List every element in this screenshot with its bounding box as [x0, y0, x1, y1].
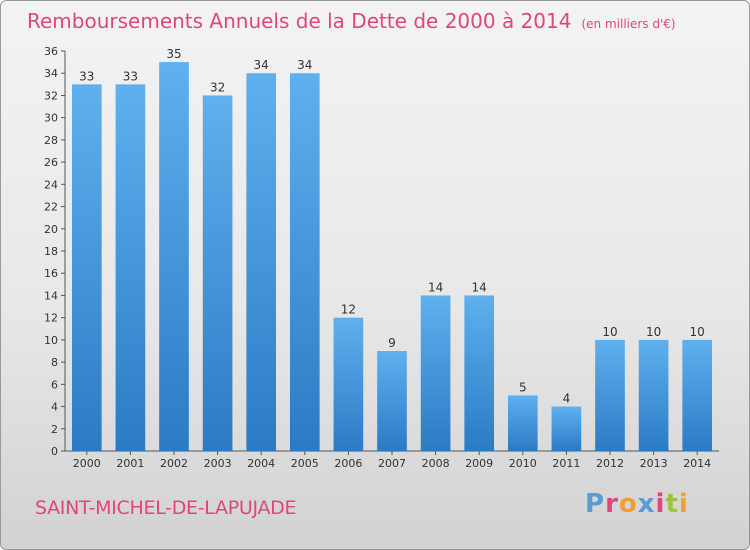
- y-tick-label: 8: [51, 356, 58, 369]
- bar-value-label: 32: [210, 80, 225, 94]
- y-tick-label: 12: [44, 312, 58, 325]
- y-tick-label: 22: [44, 201, 58, 214]
- x-tick-label: 2000: [73, 457, 101, 470]
- bar: [71, 84, 102, 451]
- bar-value-label: 5: [519, 380, 527, 394]
- y-tick-label: 28: [44, 134, 58, 147]
- chart-title-text: Remboursements Annuels de la Dette de 20…: [27, 9, 572, 33]
- chart-title: Remboursements Annuels de la Dette de 20…: [27, 9, 676, 33]
- logo-letter: i: [655, 489, 666, 519]
- chart-subtitle: (en milliers d'€): [581, 17, 676, 31]
- bar: [202, 95, 233, 451]
- y-tick-label: 34: [44, 67, 58, 80]
- logo-letter: P: [585, 489, 606, 519]
- logo-letter: o: [618, 489, 638, 519]
- x-tick-label: 2008: [422, 457, 450, 470]
- bar-value-label: 4: [563, 392, 571, 406]
- bar: [333, 317, 364, 451]
- data-labels: 33 33 35 32 34 34 12 9 14 14 5 4 10 10 10: [79, 47, 705, 405]
- bar: [115, 84, 146, 451]
- bar: [377, 351, 407, 451]
- x-tick-label: 2009: [465, 457, 493, 470]
- x-tick-label: 2001: [116, 457, 144, 470]
- logo-letter: x: [637, 489, 656, 519]
- logo-letter: t: [665, 489, 679, 519]
- y-tick-label: 14: [44, 289, 58, 302]
- y-tick-label: 30: [44, 112, 58, 125]
- x-tick-label: 2004: [247, 457, 275, 470]
- x-tick-label: 2003: [204, 457, 232, 470]
- x-tick-label: 2013: [640, 457, 668, 470]
- x-tick-label: 2007: [378, 457, 406, 470]
- y-tick-label: 26: [44, 156, 58, 169]
- bar-value-label: 34: [254, 58, 269, 72]
- y-tick-label: 24: [44, 178, 58, 191]
- bar-value-label: 10: [602, 325, 617, 339]
- bar-value-label: 12: [341, 303, 356, 317]
- logo-letter: i: [678, 489, 689, 519]
- bar-value-label: 34: [297, 58, 312, 72]
- bar-value-label: 14: [428, 280, 443, 294]
- x-tick-label: 2012: [596, 457, 624, 470]
- proxiti-logo: Proxiti: [585, 489, 689, 519]
- y-tick-label: 6: [51, 378, 58, 391]
- bar: [595, 339, 625, 451]
- bar: [507, 395, 538, 451]
- x-tick-label: 2002: [160, 457, 188, 470]
- bar-value-label: 10: [690, 325, 705, 339]
- bar: [464, 295, 495, 451]
- y-tick-label: 18: [44, 245, 58, 258]
- x-tick-label: 2014: [683, 457, 711, 470]
- y-tick-label: 20: [44, 223, 58, 236]
- bar: [289, 73, 320, 451]
- x-tick-label: 2005: [291, 457, 319, 470]
- y-tick-label: 32: [44, 89, 58, 102]
- bar: [246, 73, 277, 451]
- commune-name: SAINT-MICHEL-DE-LAPUJADE: [35, 497, 297, 519]
- x-tick-label: 2011: [552, 457, 580, 470]
- y-tick-label: 16: [44, 267, 58, 280]
- bar-value-label: 33: [123, 69, 138, 83]
- bar-value-label: 9: [388, 336, 396, 350]
- y-tick-label: 0: [51, 445, 58, 458]
- bars: [71, 62, 713, 451]
- bar: [159, 62, 189, 451]
- bar-value-label: 10: [646, 325, 661, 339]
- bar: [682, 339, 713, 451]
- y-tick-label: 36: [44, 45, 58, 58]
- y-tick-label: 10: [44, 334, 58, 347]
- y-tick-label: 2: [51, 423, 58, 436]
- x-tick-label: 2006: [334, 457, 362, 470]
- bar-value-label: 33: [79, 69, 94, 83]
- bar-value-label: 35: [166, 47, 181, 61]
- y-tick-label: 4: [51, 401, 58, 414]
- bar-value-label: 14: [472, 280, 487, 294]
- bar: [420, 295, 451, 451]
- x-tick-label: 2010: [509, 457, 537, 470]
- bar: [638, 339, 669, 451]
- bar: [551, 406, 582, 451]
- logo-letter: r: [605, 489, 619, 519]
